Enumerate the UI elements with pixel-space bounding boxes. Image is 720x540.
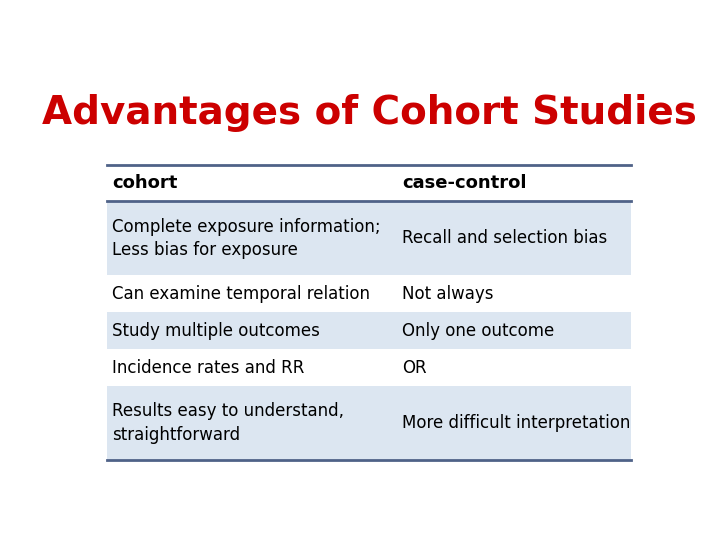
Text: Can examine temporal relation: Can examine temporal relation [112,285,370,303]
Bar [107,275,631,312]
Text: More difficult interpretation: More difficult interpretation [402,414,631,432]
Text: Recall and selection bias: Recall and selection bias [402,230,608,247]
Text: Incidence rates and RR: Incidence rates and RR [112,359,305,376]
Bar [107,349,631,386]
Text: Only one outcome: Only one outcome [402,322,554,340]
Bar [107,201,631,275]
Text: cohort: cohort [112,174,178,192]
Text: Study multiple outcomes: Study multiple outcomes [112,322,320,340]
Bar [107,312,631,349]
Text: Not always: Not always [402,285,494,303]
Text: OR: OR [402,359,427,376]
Text: case-control: case-control [402,174,527,192]
Text: Advantages of Cohort Studies: Advantages of Cohort Studies [42,94,696,132]
Text: Complete exposure information;
Less bias for exposure: Complete exposure information; Less bias… [112,218,381,259]
Bar [107,386,631,460]
Text: Results easy to understand,
straightforward: Results easy to understand, straightforw… [112,402,344,444]
